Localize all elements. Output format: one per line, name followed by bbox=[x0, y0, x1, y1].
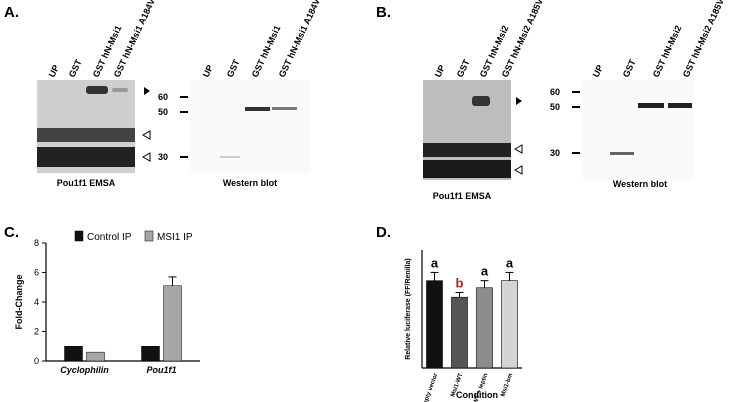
legend-swatch bbox=[74, 230, 84, 242]
lane-label: GST bbox=[621, 57, 638, 78]
lane-label: GST hN-Msi1 A184V bbox=[277, 0, 322, 79]
bar bbox=[476, 287, 493, 369]
significance-letter: b bbox=[456, 275, 464, 290]
panel-label: B. bbox=[376, 4, 391, 21]
size-marker: 30 bbox=[550, 148, 560, 158]
x-tick-label: empty vector bbox=[421, 372, 440, 402]
lane-label: UP bbox=[47, 63, 61, 79]
legend-label: Control IP bbox=[87, 232, 132, 243]
x-tick-label: Msi1-bm bbox=[500, 373, 514, 398]
lane-label: GST bbox=[455, 57, 472, 78]
size-marker: 50 bbox=[550, 102, 560, 112]
lane-label: UP bbox=[201, 63, 215, 79]
y-tick-label: 6 bbox=[34, 268, 39, 278]
lane-label: GST hN-Msi2 A185V bbox=[500, 0, 545, 79]
size-marker: 60 bbox=[550, 87, 560, 97]
blot-caption: Pou1f1 EMSA bbox=[433, 191, 492, 201]
x-tick-label: Cyclophilin bbox=[60, 365, 109, 375]
legend-swatch bbox=[144, 230, 154, 242]
legend-label: MSI1 IP bbox=[157, 232, 193, 243]
western-blot-b bbox=[572, 80, 694, 180]
panel-label: A. bbox=[4, 4, 19, 21]
x-tick-label: Pou1f1 bbox=[146, 365, 176, 375]
y-tick-label: 0 bbox=[34, 356, 39, 366]
y-tick-label: 8 bbox=[34, 238, 39, 248]
emsa-blot-a bbox=[37, 80, 151, 173]
bar bbox=[86, 351, 105, 362]
blot-caption: Western blot bbox=[613, 179, 667, 189]
bar bbox=[426, 280, 443, 369]
lane-label: UP bbox=[433, 63, 447, 79]
bar bbox=[501, 280, 518, 369]
bar bbox=[451, 296, 468, 369]
size-marker: 60 bbox=[158, 92, 168, 102]
y-tick-label: 4 bbox=[34, 297, 39, 307]
lane-label: GST hN-Msi1 A184V bbox=[112, 0, 157, 79]
bar bbox=[163, 285, 182, 362]
significance-letter: a bbox=[431, 255, 439, 270]
significance-letter: a bbox=[481, 264, 489, 279]
blot-caption: Pou1f1 EMSA bbox=[57, 178, 116, 188]
western-blot-a bbox=[180, 80, 310, 173]
panel-label: C. bbox=[4, 224, 19, 241]
x-axis-label: Condition bbox=[456, 390, 498, 400]
bar bbox=[141, 346, 160, 362]
size-marker: 30 bbox=[158, 152, 168, 162]
lane-label: GST hN-Msi2 bbox=[651, 24, 684, 79]
y-tick-label: 2 bbox=[34, 327, 39, 337]
lane-label: GST bbox=[225, 57, 242, 78]
significance-letter: a bbox=[506, 255, 514, 270]
bar bbox=[64, 346, 83, 362]
y-axis-label: Fold-Change bbox=[14, 275, 24, 330]
blot-caption: Western blot bbox=[223, 178, 277, 188]
y-axis-label: Relative luciferase (FF/Renilla) bbox=[405, 258, 412, 360]
lane-label: UP bbox=[591, 63, 605, 79]
panel-label: D. bbox=[376, 224, 391, 241]
lane-label: GST bbox=[67, 57, 84, 78]
lane-label: GST hN-Msi2 A185V bbox=[681, 0, 726, 79]
size-marker: 50 bbox=[158, 107, 168, 117]
emsa-blot-b bbox=[423, 80, 523, 180]
